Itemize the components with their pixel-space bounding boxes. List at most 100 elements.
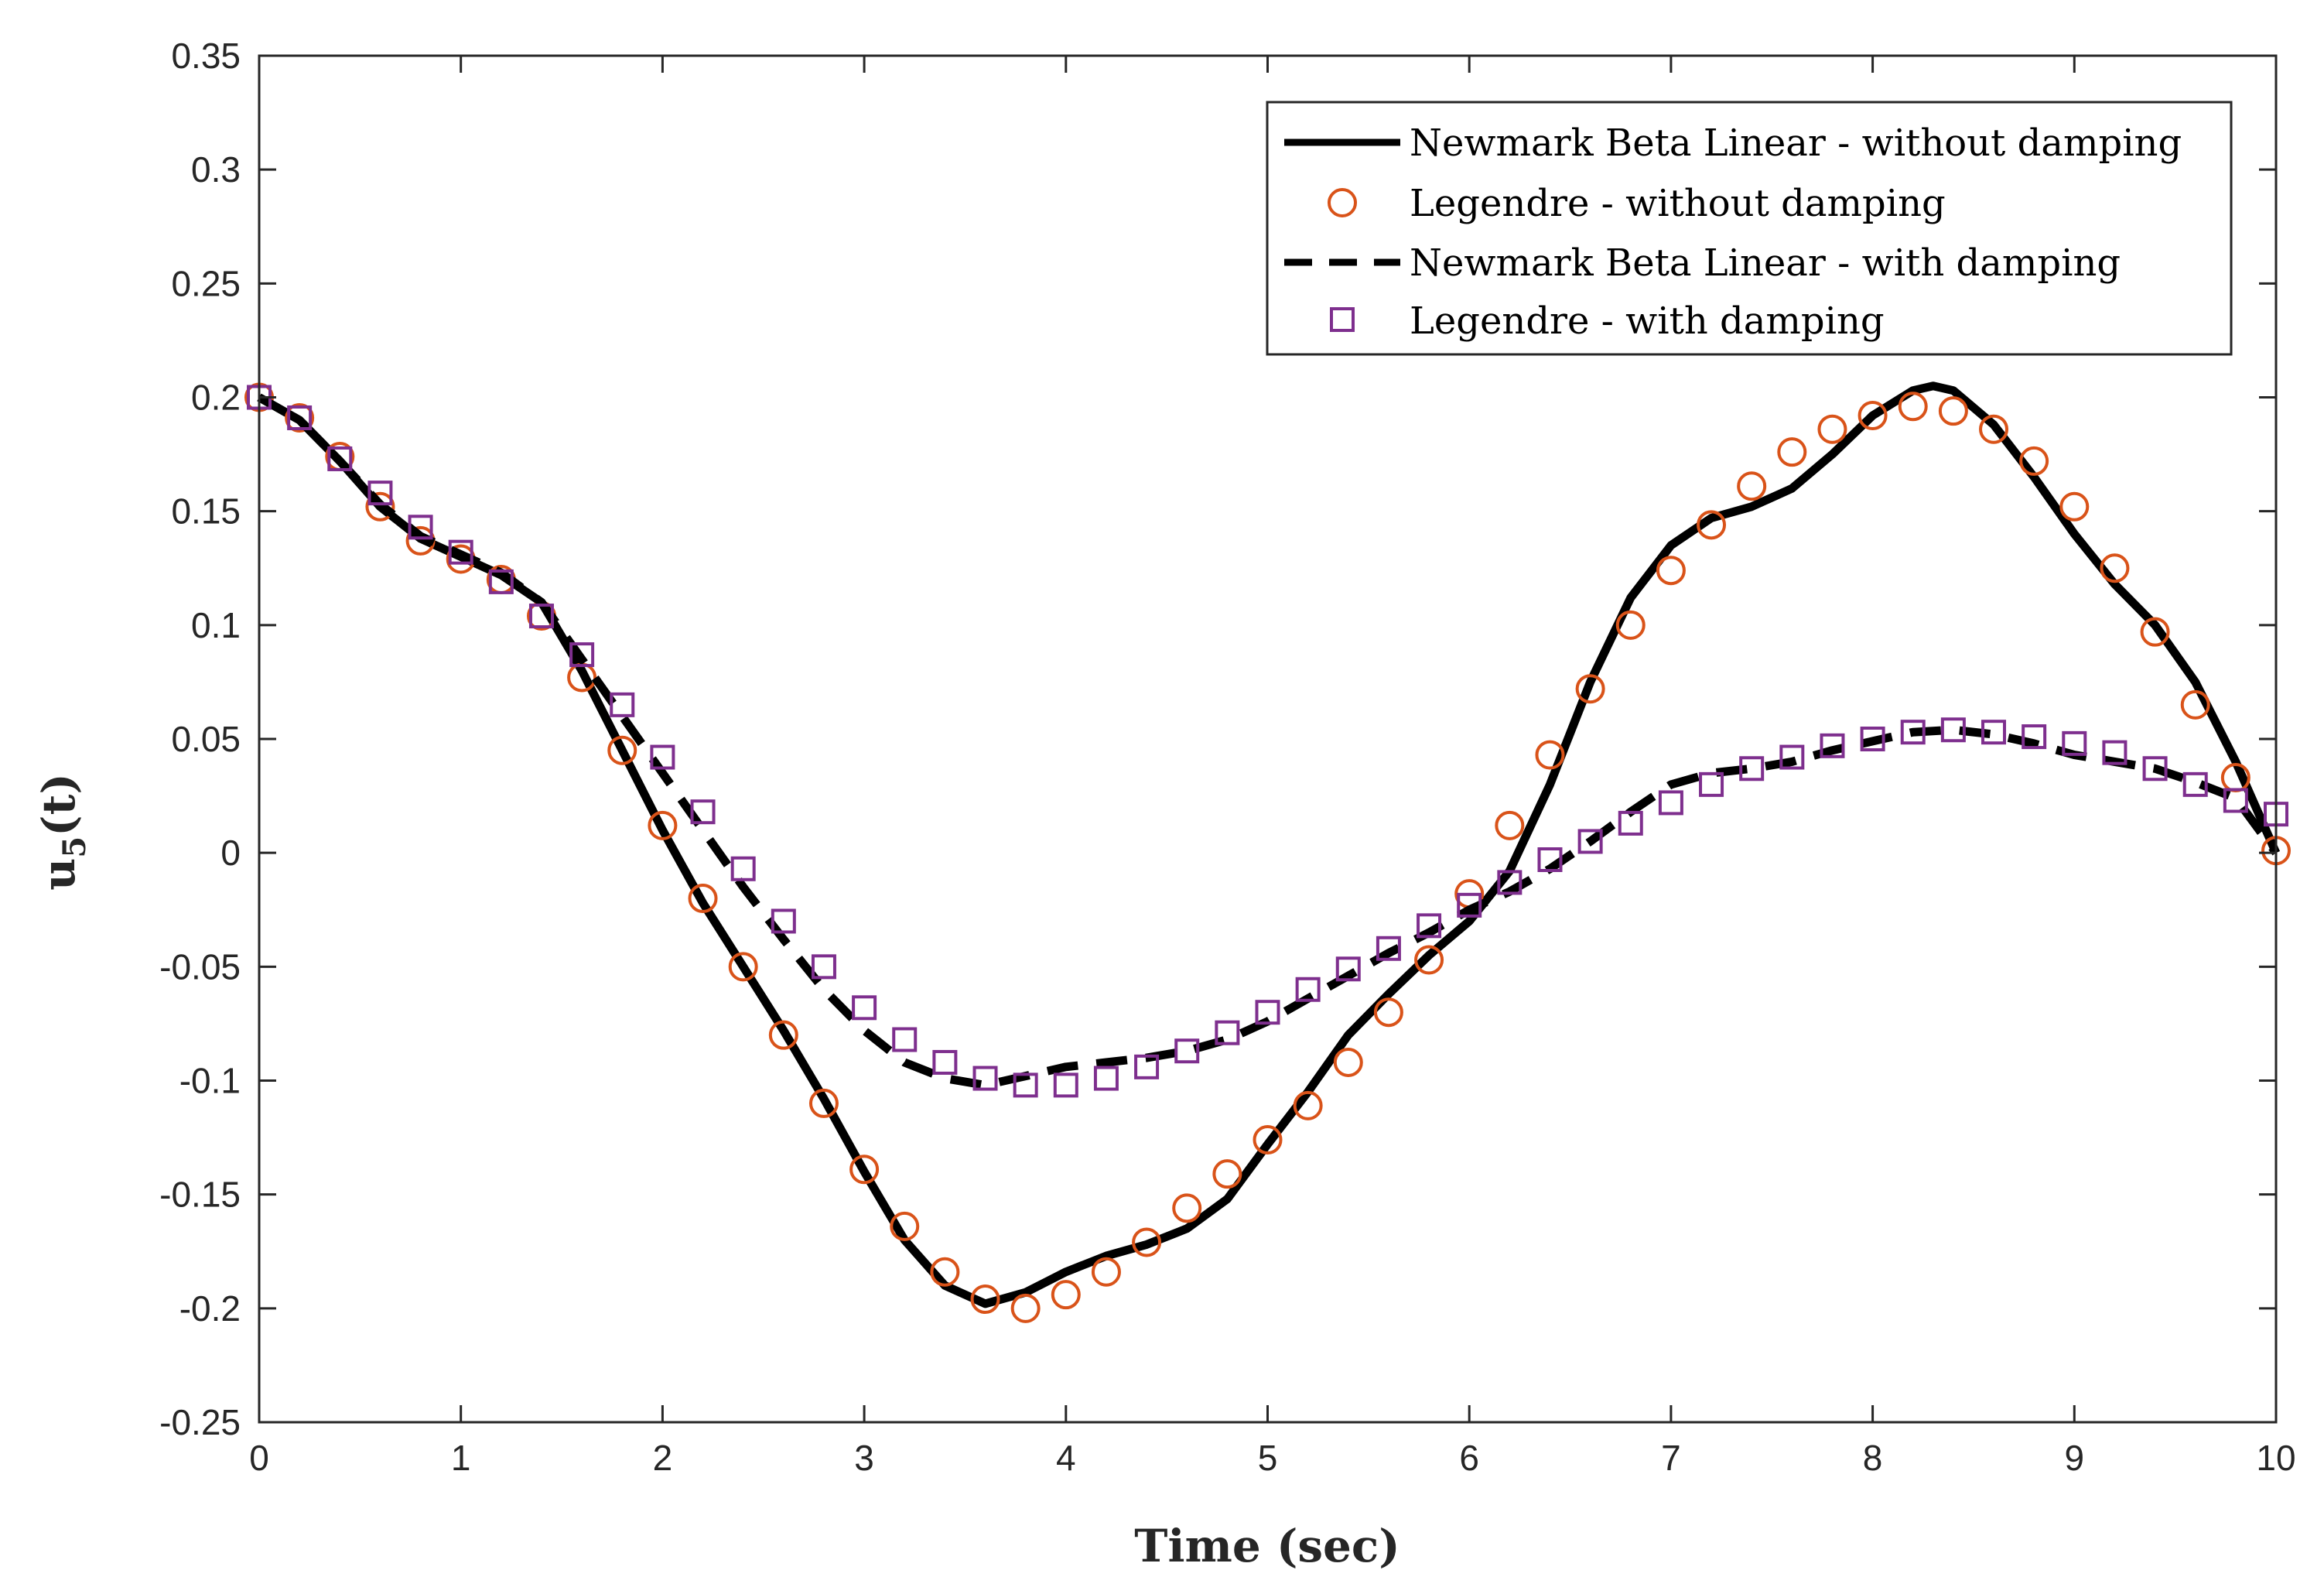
square-marker bbox=[892, 1027, 918, 1052]
x-tick-label: 7 bbox=[1661, 1438, 1681, 1478]
square-marker bbox=[528, 604, 554, 629]
square-marker bbox=[1940, 717, 1966, 743]
circle-marker bbox=[1535, 740, 1565, 770]
square-marker bbox=[327, 446, 353, 471]
circle-marker bbox=[1777, 437, 1807, 467]
y-tick-label: -0.1 bbox=[179, 1061, 241, 1101]
y-tick-label: 0.35 bbox=[171, 36, 241, 76]
circle-marker bbox=[1615, 610, 1646, 640]
square-marker bbox=[1013, 1072, 1038, 1098]
y-tick-label: 0.15 bbox=[171, 491, 241, 532]
circle-marker bbox=[688, 884, 718, 914]
square-marker bbox=[1174, 1038, 1200, 1064]
legend-label-newmark-no-damping: Newmark Beta Linear - without damping bbox=[1410, 121, 2182, 165]
square-marker bbox=[2182, 771, 2208, 797]
circle-marker bbox=[890, 1211, 920, 1241]
circle-marker bbox=[1051, 1280, 1081, 1310]
y-axis-title-suffix: (t) bbox=[32, 773, 85, 836]
circle-marker bbox=[1091, 1257, 1121, 1287]
legend: Newmark Beta Linear - without damping Le… bbox=[1266, 101, 2233, 356]
legend-box bbox=[1266, 101, 2233, 356]
square-marker bbox=[1134, 1054, 1160, 1079]
circle-marker bbox=[1898, 392, 1928, 422]
square-marker bbox=[287, 405, 313, 430]
circle-marker bbox=[768, 1020, 798, 1050]
square-marker bbox=[1779, 744, 1805, 770]
square-marker bbox=[1497, 870, 1523, 895]
legend-label-legendre-damping: Legendre - with damping bbox=[1410, 299, 1885, 343]
circle-marker bbox=[1737, 471, 1767, 501]
square-marker bbox=[1820, 733, 1845, 758]
y-tick-label: -0.05 bbox=[159, 946, 241, 987]
circle-marker bbox=[1697, 510, 1727, 540]
circle-marker bbox=[808, 1088, 839, 1118]
square-marker bbox=[1699, 771, 1724, 797]
square-marker bbox=[1658, 790, 1683, 816]
square-marker bbox=[1860, 727, 1885, 751]
series-layer bbox=[244, 381, 2291, 1323]
circle-marker bbox=[285, 402, 315, 433]
x-tick-label: 10 bbox=[2256, 1438, 2295, 1478]
square-marker bbox=[408, 515, 433, 540]
circle-marker bbox=[1253, 1125, 1283, 1155]
legend-swatch-legendre-no-damping bbox=[1328, 188, 1357, 217]
square-marker bbox=[1335, 956, 1361, 982]
y-axis-title: u5(t) bbox=[32, 773, 93, 891]
square-marker bbox=[972, 1066, 998, 1091]
circle-marker bbox=[849, 1154, 880, 1185]
square-marker bbox=[1537, 847, 1563, 872]
circle-marker bbox=[607, 735, 637, 765]
circle-marker bbox=[1575, 674, 1605, 704]
circle-marker bbox=[1938, 396, 1968, 426]
legend-label-legendre-no-damping: Legendre - without damping bbox=[1410, 182, 1946, 225]
square-marker bbox=[771, 908, 796, 934]
x-tick-label: 0 bbox=[249, 1438, 269, 1478]
circle-marker bbox=[930, 1257, 960, 1287]
circle-marker bbox=[1172, 1193, 1202, 1223]
square-marker bbox=[932, 1049, 958, 1075]
square-marker bbox=[2022, 724, 2047, 750]
circle-marker bbox=[648, 810, 678, 840]
x-tick-label: 3 bbox=[854, 1438, 874, 1478]
y-tick-label: -0.2 bbox=[179, 1288, 241, 1329]
square-marker bbox=[1053, 1072, 1078, 1098]
square-marker bbox=[2102, 740, 2127, 765]
square-marker bbox=[2142, 756, 2168, 782]
dashed-series-line bbox=[257, 393, 2280, 1089]
square-marker bbox=[1618, 810, 1643, 836]
square-marker bbox=[1376, 936, 1401, 961]
circle-marker bbox=[1857, 401, 1888, 431]
circle-marker bbox=[1656, 556, 1686, 586]
circle-marker bbox=[1373, 997, 1403, 1028]
circle-marker bbox=[365, 491, 395, 522]
series-1 bbox=[257, 381, 2281, 1308]
legend-swatch-legendre-damping bbox=[1330, 307, 1355, 332]
square-marker bbox=[650, 744, 675, 770]
square-marker bbox=[1255, 1000, 1280, 1025]
y-tick-label: -0.15 bbox=[159, 1175, 241, 1215]
y-tick-label: 0 bbox=[220, 833, 241, 873]
square-marker bbox=[1900, 720, 1926, 745]
circle-marker bbox=[1132, 1227, 1162, 1257]
y-tick-label: 0.2 bbox=[191, 378, 241, 418]
square-marker bbox=[2062, 730, 2087, 756]
square-marker bbox=[448, 539, 473, 565]
circle-marker bbox=[1817, 414, 1847, 444]
x-axis-title: Time (sec) bbox=[1134, 1520, 1400, 1572]
solid-series-line bbox=[257, 381, 2281, 1308]
square-marker bbox=[1417, 913, 1442, 939]
circle-marker bbox=[1495, 810, 1525, 840]
circle-marker bbox=[2140, 617, 2170, 647]
square-marker bbox=[367, 481, 393, 506]
square-marker bbox=[1739, 756, 1765, 782]
circle-marker bbox=[1414, 945, 1444, 975]
x-tick-label: 1 bbox=[451, 1438, 471, 1478]
circle-marker bbox=[1293, 1090, 1323, 1120]
square-marker bbox=[1295, 977, 1321, 1002]
square-marker bbox=[852, 995, 877, 1021]
y-tick-label: 0.05 bbox=[171, 719, 241, 759]
x-tick-label: 6 bbox=[1459, 1438, 1479, 1478]
circle-marker bbox=[1979, 414, 2009, 444]
legend-label-newmark-damping: Newmark Beta Linear - with damping bbox=[1410, 241, 2121, 285]
